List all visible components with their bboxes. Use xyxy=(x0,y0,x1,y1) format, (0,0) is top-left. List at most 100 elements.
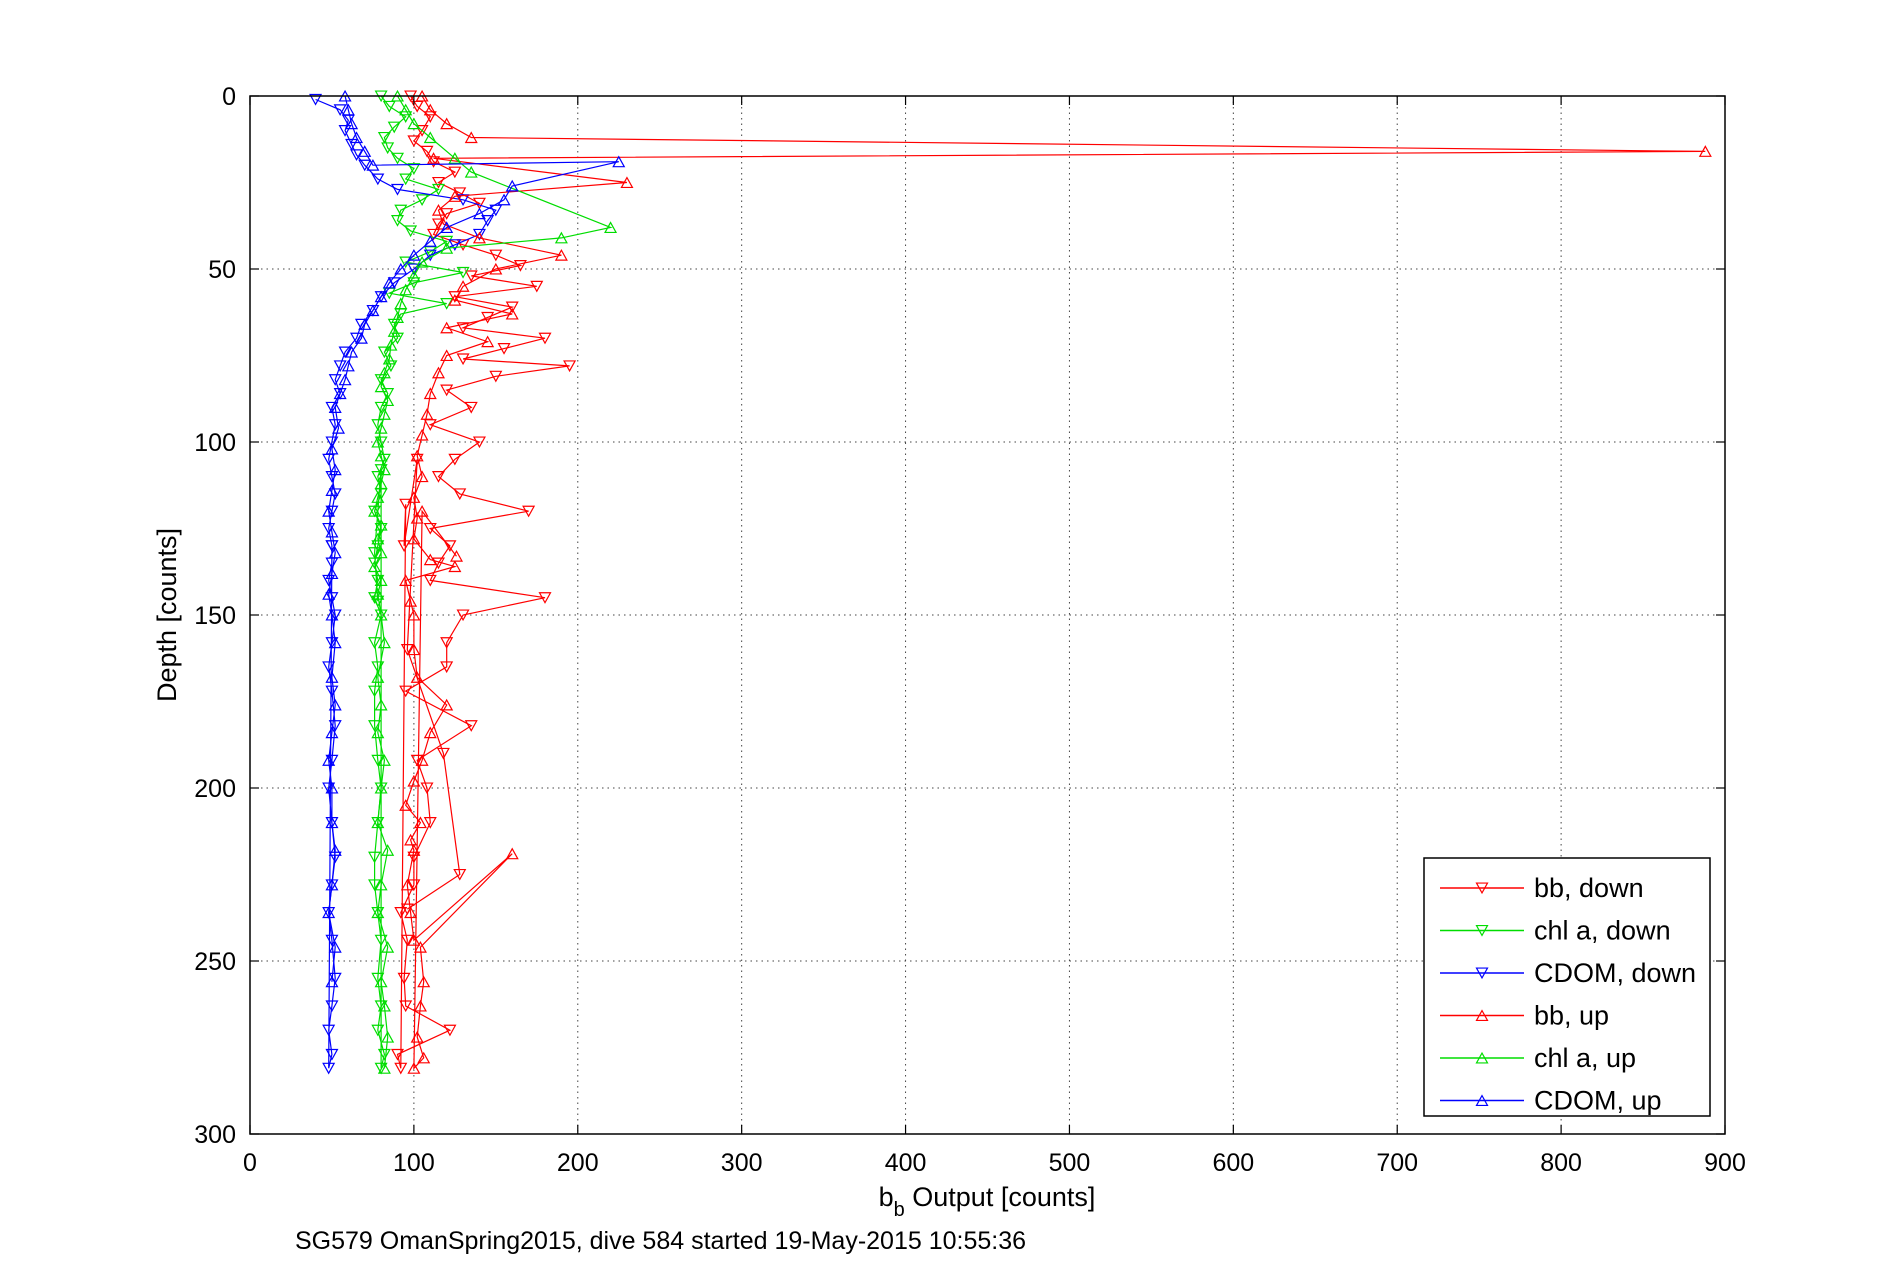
data-point xyxy=(413,999,427,1012)
data-point xyxy=(449,549,464,562)
data-point xyxy=(374,878,388,891)
data-point xyxy=(358,318,372,330)
data-point xyxy=(371,471,385,483)
data-point xyxy=(377,131,391,144)
data-point xyxy=(394,204,408,217)
data-point xyxy=(456,353,470,366)
data-point xyxy=(333,360,347,373)
data-point xyxy=(612,155,626,168)
data-point xyxy=(472,228,486,241)
data-point xyxy=(420,408,434,420)
legend-item: chl a, down xyxy=(1440,916,1671,946)
data-point xyxy=(410,671,424,683)
data-point xyxy=(497,343,511,355)
data-point xyxy=(399,283,413,296)
x-tick-label: 300 xyxy=(721,1149,763,1177)
data-point xyxy=(325,934,339,947)
x-tick-label: 900 xyxy=(1704,1149,1746,1177)
data-point xyxy=(322,754,336,766)
legend-item: bb, up xyxy=(1440,1001,1609,1031)
data-point xyxy=(366,304,380,317)
data-point xyxy=(358,159,372,172)
data-point xyxy=(489,249,503,262)
data-point xyxy=(443,1024,457,1037)
legend-item: bb, down xyxy=(1440,873,1644,903)
y-tick-label: 150 xyxy=(194,602,236,630)
data-point xyxy=(464,270,478,283)
data-point xyxy=(407,643,421,656)
data-point xyxy=(456,322,470,335)
data-point xyxy=(331,421,346,434)
data-point xyxy=(325,442,339,455)
data-point xyxy=(338,125,352,137)
data-point xyxy=(448,152,462,164)
data-point xyxy=(382,276,396,289)
data-point xyxy=(381,844,395,856)
data-point xyxy=(563,360,577,373)
y-tick-label: 50 xyxy=(208,256,236,284)
data-point xyxy=(394,907,408,919)
data-point xyxy=(328,546,342,559)
data-point xyxy=(377,366,391,379)
data-point xyxy=(431,366,445,379)
data-point xyxy=(415,255,429,268)
data-point xyxy=(309,93,323,106)
data-point xyxy=(322,661,336,674)
data-point xyxy=(394,262,408,275)
data-point xyxy=(407,774,421,787)
data-point xyxy=(394,1062,408,1075)
data-point xyxy=(328,940,342,953)
data-point xyxy=(456,194,470,206)
data-point xyxy=(415,505,429,517)
data-point xyxy=(325,726,339,739)
data-point xyxy=(472,207,486,220)
data-point xyxy=(371,173,385,186)
data-point xyxy=(368,637,382,649)
data-point xyxy=(464,165,478,178)
data-point xyxy=(472,436,486,449)
data-point xyxy=(325,975,339,988)
data-point xyxy=(440,698,454,711)
legend-item: CDOM, down xyxy=(1440,958,1696,988)
data-point xyxy=(377,408,391,420)
series-line-cdom-down xyxy=(315,98,497,1069)
data-point xyxy=(400,934,414,947)
data-point xyxy=(377,1048,391,1061)
data-point xyxy=(448,239,462,251)
data-point xyxy=(427,156,441,168)
data-point xyxy=(345,345,359,358)
data-point xyxy=(377,1062,391,1074)
data-point xyxy=(325,1000,339,1013)
data-point xyxy=(328,401,342,413)
data-point xyxy=(407,491,421,503)
data-point xyxy=(399,111,413,123)
data-point xyxy=(374,698,388,711)
data-point xyxy=(322,588,336,600)
data-point xyxy=(423,522,437,535)
data-point xyxy=(407,532,421,545)
data-point xyxy=(423,131,437,144)
y-tick-label: 200 xyxy=(194,775,236,803)
data-point xyxy=(390,152,405,165)
data-point xyxy=(384,360,398,373)
x-axis-label-main: b xyxy=(879,1182,894,1212)
legend-label: CDOM, down xyxy=(1534,958,1696,988)
data-point xyxy=(328,463,342,476)
data-point xyxy=(371,661,385,674)
legend-marker xyxy=(1475,924,1489,937)
data-point xyxy=(448,453,462,466)
data-point xyxy=(358,145,372,157)
data-point xyxy=(481,335,495,348)
data-point xyxy=(368,851,382,864)
data-point xyxy=(407,263,421,276)
legend-marker xyxy=(1475,1094,1489,1107)
data-point xyxy=(407,608,421,621)
data-point xyxy=(417,975,431,988)
data-point xyxy=(417,1051,431,1064)
data-point xyxy=(440,298,454,310)
data-point xyxy=(464,401,478,414)
data-point xyxy=(328,374,342,386)
data-point xyxy=(399,574,413,586)
data-point xyxy=(413,940,427,953)
data-point xyxy=(481,215,495,227)
